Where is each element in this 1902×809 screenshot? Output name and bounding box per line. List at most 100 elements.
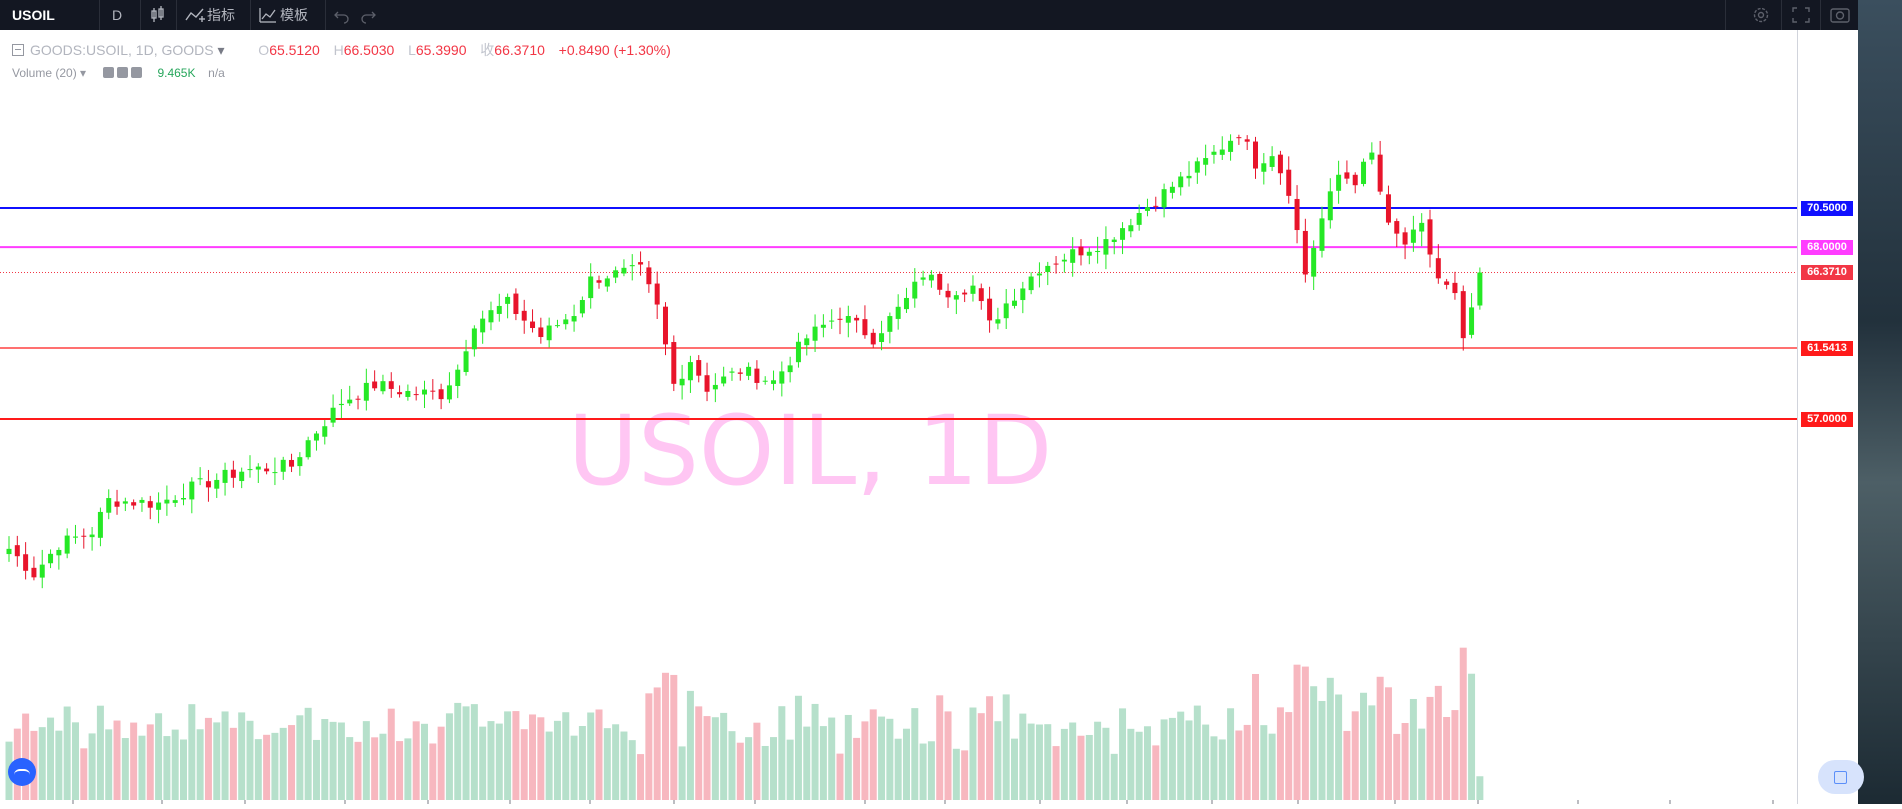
candle-body [1319, 218, 1325, 251]
volume-bar [1276, 707, 1284, 800]
candle-body [1086, 251, 1092, 256]
volume-bar [1052, 746, 1060, 800]
redo-icon[interactable] [360, 0, 376, 30]
candle-body [1153, 205, 1159, 207]
volume-bar [520, 729, 528, 800]
volume-bar [421, 723, 428, 800]
series-legend: GOODS:USOIL, 1D, GOODS ▾ O65.5120 H66.50… [12, 40, 671, 60]
volume-bar [462, 706, 470, 800]
candle-body [64, 535, 70, 554]
candle-body [6, 548, 12, 555]
eye-icon[interactable] [102, 67, 114, 78]
candle-body [754, 368, 760, 383]
volume-bar [1426, 696, 1434, 800]
chart-pane[interactable]: USOIL, 1D [0, 30, 1798, 804]
candle-body [330, 407, 336, 423]
volume-bar [878, 716, 886, 800]
volume-bar [836, 753, 844, 800]
price-axis-border [1797, 30, 1798, 804]
candle-body [264, 468, 270, 472]
candle-body [1419, 222, 1425, 232]
volume-bar [63, 706, 71, 800]
collapse-icon[interactable] [12, 44, 24, 56]
candle-body [845, 316, 851, 323]
volume-bar [1160, 719, 1168, 800]
candle-body [1095, 250, 1101, 253]
candle-body [496, 305, 502, 314]
volume-bar [853, 737, 861, 800]
candle-body [1036, 273, 1042, 276]
volume-bar [1293, 664, 1301, 800]
undo-icon[interactable] [334, 0, 350, 30]
candle-body [48, 553, 54, 564]
candles-icon[interactable] [150, 0, 166, 30]
volume-bar [761, 745, 769, 800]
price-axis[interactable]: 70.5000 68.0000 66.3710 61.5413 57.0000 [1798, 30, 1858, 804]
volume-bar [229, 727, 237, 800]
candle-body [1344, 172, 1350, 179]
candle-body [679, 378, 685, 386]
candlestick-chart[interactable]: USOIL, 1D [0, 30, 1798, 804]
toolbar-divider [1725, 0, 1726, 30]
close-icon[interactable] [130, 67, 142, 78]
settings-gear-icon[interactable] [1751, 0, 1771, 30]
volume-bar [454, 702, 462, 800]
indicators-button[interactable]: 指标 [185, 0, 235, 30]
candle-body [488, 310, 494, 323]
tradingview-logo-icon[interactable] [8, 758, 36, 786]
volume-title[interactable]: Volume (20) [12, 66, 77, 80]
horizontal-lines [0, 207, 1797, 420]
candle-body [255, 466, 261, 470]
templates-button[interactable]: 模板 [258, 0, 308, 30]
fullscreen-icon[interactable] [1791, 0, 1811, 30]
candle-body [247, 469, 253, 471]
camera-icon[interactable] [1829, 0, 1851, 30]
candle-body [812, 326, 818, 341]
series-title[interactable]: GOODS:USOIL, 1D, GOODS [30, 42, 214, 58]
chevron-down-icon[interactable]: ▾ [76, 66, 87, 80]
volume-bar [312, 739, 320, 800]
candle-body [1302, 230, 1308, 275]
volume-bar [1376, 676, 1384, 800]
volume-bar [595, 709, 603, 800]
candle-body [970, 285, 976, 294]
candle-body [106, 498, 112, 513]
candle-body [571, 316, 577, 322]
volume-bar [337, 722, 345, 800]
top-toolbar: USOIL D 指标 模板 [0, 0, 1858, 30]
candle-body [687, 362, 693, 381]
volume-bar [1476, 776, 1484, 800]
candle-body [1128, 225, 1134, 232]
chevron-down-icon[interactable]: ▾ [213, 42, 225, 58]
volume-bar [221, 711, 229, 800]
volume-bar [1368, 705, 1376, 800]
settings-icon[interactable] [116, 67, 128, 78]
candle-body [962, 292, 968, 295]
volume-bar [562, 712, 570, 800]
symbol-label[interactable]: USOIL [12, 7, 55, 23]
candle-body [1078, 246, 1084, 256]
volume-bar [803, 726, 811, 800]
candle-body [280, 459, 286, 472]
candle-body [1336, 174, 1342, 191]
chart-watermark: USOIL, 1D [568, 395, 1053, 507]
candle-body [505, 296, 511, 304]
volume-bar [637, 754, 645, 800]
candle-body [1444, 281, 1450, 285]
volume-bar [620, 731, 628, 800]
volume-bars [5, 647, 1484, 800]
candle-body [405, 390, 411, 397]
volume-bar [1168, 717, 1176, 800]
volume-bar [1218, 739, 1226, 800]
toolbar-divider [1820, 0, 1821, 30]
candle-body [887, 316, 893, 332]
volume-bar [495, 723, 503, 800]
candle-body [197, 478, 203, 480]
edit-icon[interactable] [1818, 760, 1864, 794]
candle-body [1477, 272, 1483, 306]
volume-bar [1235, 730, 1243, 800]
candle-body [1286, 169, 1292, 196]
interval-button[interactable]: D [112, 7, 123, 23]
candle-body [953, 295, 959, 300]
candle-body [156, 502, 162, 510]
